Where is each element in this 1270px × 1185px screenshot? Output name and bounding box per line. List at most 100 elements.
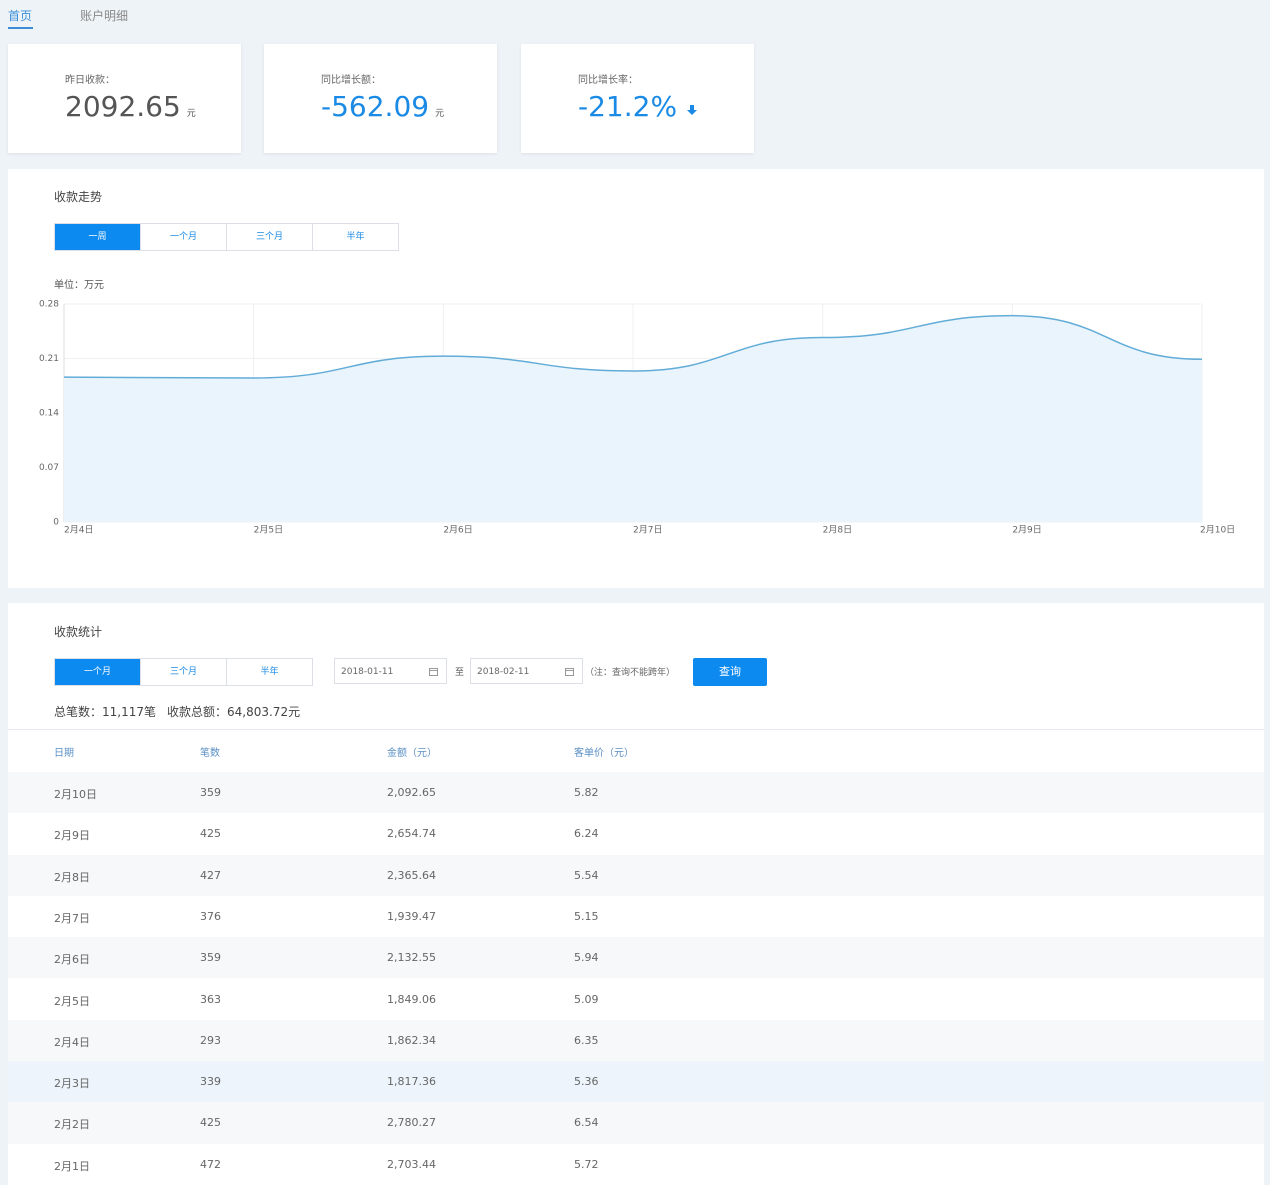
table-cell: 359	[200, 951, 221, 965]
card-value: 2092.65 元	[65, 90, 196, 123]
table-row: 2月1日 472 2,703.44 5.72	[8, 1143, 1264, 1185]
range-button[interactable]: 半年	[260, 667, 279, 677]
table-cell: 5.36	[574, 1075, 599, 1089]
range-button[interactable]: 一个月	[55, 659, 141, 685]
y-tick-label: 0.21	[39, 354, 59, 364]
x-tick-label: 2月9日	[1012, 525, 1041, 536]
end-date-input[interactable]: 2018-02-11	[470, 658, 583, 684]
table-cell: 5.94	[574, 951, 599, 965]
separator: 至	[455, 668, 465, 678]
calendar-icon	[429, 668, 438, 676]
column-header: 金额（元）	[387, 748, 437, 759]
x-tick-label: 2月7日	[633, 525, 662, 536]
table-row: 2月2日 425 2,780.27 6.54	[8, 1102, 1264, 1144]
range-button[interactable]: 一个月	[141, 224, 227, 250]
table-cell: 5.54	[574, 868, 599, 882]
table-cell: 427	[200, 868, 221, 882]
table-row: 2月10日 359 2,092.65 5.82	[8, 772, 1264, 814]
value: -21.2%	[578, 90, 678, 123]
nav-tab[interactable]: 首页	[8, 9, 33, 23]
table-cell: 5.82	[574, 786, 599, 799]
card: 同比增长额： -562.09 元	[264, 44, 497, 153]
line	[63, 314, 1203, 379]
table-cell: 2月5日	[54, 994, 90, 1008]
table-row: 2月5日 363 1,849.06 5.09	[8, 978, 1264, 1020]
y-tick-label: 0.07	[39, 463, 59, 473]
card-value: -562.09 元	[321, 90, 444, 123]
card-label: 同比增长额：	[321, 75, 381, 86]
down-arrow-icon	[686, 105, 697, 115]
range-selector: 一周 一个月 三个月 半年	[54, 223, 399, 251]
table-cell: 359	[200, 786, 221, 799]
calendar-icon	[565, 668, 574, 676]
x-tick-label: 2月8日	[823, 525, 852, 536]
range-selector: 一个月 三个月 半年	[54, 658, 313, 686]
start-date-input[interactable]: 2018-01-11	[334, 658, 447, 684]
table-cell: 2月2日	[54, 1118, 90, 1132]
table-cell: 2,780.27	[387, 1116, 436, 1130]
table-header: 日期 笔数 金额（元） 客单价（元）	[8, 730, 1264, 771]
table-row: 2月8日 427 2,365.64 5.54	[8, 854, 1264, 896]
range-button[interactable]: 一周	[55, 224, 141, 250]
table-cell: 425	[200, 1116, 221, 1130]
table-row: 2月7日 376 1,939.47 5.15	[8, 895, 1264, 938]
range-button[interactable]: 半年	[346, 232, 365, 242]
range-button[interactable]: 三个月	[227, 224, 313, 250]
x-tick-label: 2月6日	[443, 525, 472, 536]
table-cell: 2月4日	[54, 1035, 90, 1049]
table-cell: 2月7日	[54, 911, 90, 925]
total-amount: 收款总额：64,803.72元	[167, 705, 301, 719]
table-cell: 2月3日	[54, 1077, 90, 1091]
total-count: 总笔数：11,117笔	[54, 705, 156, 719]
table-cell: 5.72	[574, 1157, 599, 1171]
chart: 0 0.07 0.14 0.21 0.28 2月4日 2月5日 2月6日 2月7日 2月8日 2月9…	[39, 300, 1235, 536]
table-row: 2月9日 425 2,654.74 6.24	[8, 813, 1264, 855]
y-tick-label: 0	[53, 518, 59, 528]
column-header: 笔数	[200, 748, 220, 759]
unit-label: 单位：万元	[54, 280, 104, 291]
table-cell: 376	[200, 909, 221, 923]
table-cell: 2月10日	[54, 788, 97, 801]
column-header: 客单价（元）	[574, 748, 634, 759]
card-label: 同比增长率：	[578, 75, 638, 86]
table-cell: 2月8日	[54, 870, 90, 884]
nav-tab[interactable]: 账户明细	[80, 9, 129, 23]
table-cell: 1,939.47	[387, 909, 436, 923]
table-cell: 2,703.44	[387, 1157, 436, 1171]
date-text: 2018-02-11	[477, 667, 530, 677]
table-cell: 6.24	[574, 827, 599, 841]
column-header: 日期	[54, 748, 74, 759]
date-text: 2018-01-11	[341, 667, 394, 677]
table-cell: 2月6日	[54, 953, 90, 967]
divider	[8, 729, 1264, 730]
table-cell: 2,092.65	[387, 786, 436, 799]
card-label: 昨日收款：	[65, 75, 115, 86]
table-cell: 5.15	[574, 909, 599, 923]
y-tick-label: 0.28	[39, 300, 59, 310]
section-title: 收款统计	[54, 625, 103, 639]
value: 2092.65	[65, 90, 181, 123]
table-cell: 6.54	[574, 1116, 599, 1130]
table-cell: 2,132.55	[387, 951, 436, 965]
range-button[interactable]: 三个月	[141, 659, 227, 685]
table-cell: 339	[200, 1075, 221, 1089]
table-cell: 1,862.34	[387, 1033, 436, 1047]
table-row: 2月3日 339 1,817.36 5.36	[8, 1061, 1264, 1103]
y-tick-label: 0.14	[39, 409, 59, 419]
table-cell: 6.35	[574, 1033, 599, 1047]
table-cell: 425	[200, 827, 221, 841]
table-cell: 1,817.36	[387, 1075, 436, 1089]
note: （注：查询不能跨年）	[585, 668, 676, 678]
unit: 元	[435, 109, 445, 119]
x-tick-label: 2月10日	[1200, 525, 1235, 536]
query-button[interactable]: 查询	[693, 658, 767, 686]
table-cell: 293	[200, 1033, 221, 1047]
table-cell: 1,849.06	[387, 992, 436, 1006]
section-title: 收款走势	[54, 190, 103, 204]
x-tick-label: 2月5日	[254, 525, 283, 536]
table-cell: 2,654.74	[387, 827, 436, 841]
table-cell: 472	[200, 1157, 221, 1171]
table-cell: 2月9日	[54, 829, 90, 843]
card: 同比增长率： -21.2%	[521, 44, 754, 153]
